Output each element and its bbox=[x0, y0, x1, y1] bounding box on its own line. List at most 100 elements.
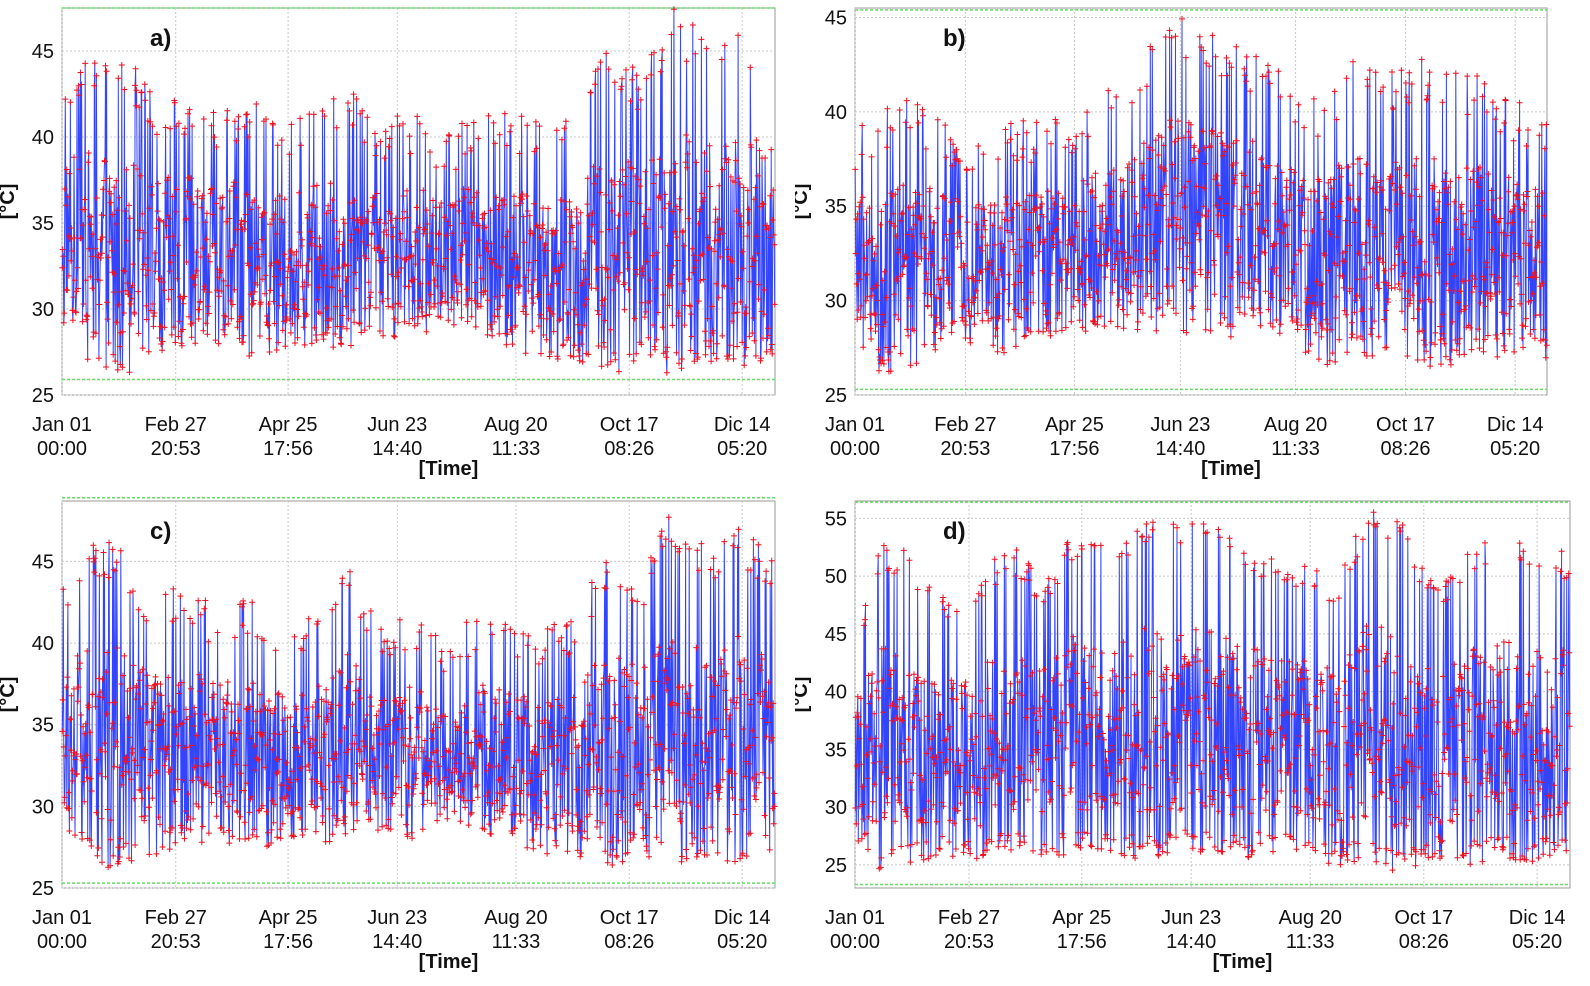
x-tick-label-time: 08:26 bbox=[604, 931, 654, 953]
series-markers bbox=[852, 509, 1573, 874]
y-tick-label: 25 bbox=[825, 385, 847, 407]
chart-panel-d: Jan 01 00:00 Feb 27 20:53 Apr 25 17:56 Jun 23 1… bbox=[795, 493, 1590, 986]
x-tick-label-time: 11:33 bbox=[1271, 438, 1320, 460]
x-tick-label-date: Jan 01 bbox=[825, 414, 885, 436]
x-tick-label-date: Feb 27 bbox=[145, 414, 207, 436]
y-tick-label: 35 bbox=[32, 715, 54, 737]
x-tick-label-time: 08:26 bbox=[604, 438, 654, 460]
x-tick-label-time: 08:26 bbox=[1399, 931, 1449, 953]
x-tick-label-date: Aug 20 bbox=[1279, 907, 1342, 929]
x-tick-label-date: Jun 23 bbox=[367, 414, 427, 436]
x-tick-label-date: Apr 25 bbox=[1052, 907, 1111, 929]
x-tick-label-date: Oct 17 bbox=[1394, 907, 1453, 929]
y-tick-label: 25 bbox=[32, 878, 54, 900]
y-tick-label: 25 bbox=[32, 385, 54, 407]
x-tick-label-time: 11:33 bbox=[492, 438, 541, 460]
panel-label-c: c) bbox=[150, 518, 171, 545]
x-tick-label-date: Dic 14 bbox=[714, 907, 771, 929]
x-tick-label-date: Oct 17 bbox=[600, 414, 659, 436]
x-tick-label-date: Apr 25 bbox=[259, 907, 318, 929]
panel-label-b: b) bbox=[943, 25, 966, 52]
x-tick-label-date: Jun 23 bbox=[1161, 907, 1221, 929]
x-tick-label-date: Dic 14 bbox=[1487, 414, 1544, 436]
x-tick-label-time: 11:33 bbox=[492, 931, 541, 953]
x-tick-label-time: 05:20 bbox=[717, 931, 767, 953]
series-markers bbox=[59, 514, 778, 871]
x-tick-label-time: 17:56 bbox=[263, 931, 313, 953]
panel-label-d: d) bbox=[943, 518, 966, 545]
y-tick-label: 45 bbox=[32, 551, 54, 573]
x-tick-label-date: Jun 23 bbox=[367, 907, 427, 929]
x-tick-label-date: Apr 25 bbox=[259, 414, 318, 436]
chart-panel-a: Jan 01 00:00 Feb 27 20:53 Apr 25 17:56 Jun 23 1… bbox=[0, 0, 795, 493]
y-tick-label: 30 bbox=[32, 299, 54, 321]
chart-panel-b: Jan 01 00:00 Feb 27 20:53 Apr 25 17:56 Jun 23 1… bbox=[795, 0, 1590, 493]
x-tick-label-time: 11:33 bbox=[1286, 931, 1335, 953]
x-tick-label-date: Dic 14 bbox=[1509, 907, 1566, 929]
x-tick-label-time: 17:56 bbox=[1057, 931, 1107, 953]
x-tick-label-date: Oct 17 bbox=[600, 907, 659, 929]
y-tick-label: 45 bbox=[32, 41, 54, 63]
y-axis-title: [°C] bbox=[795, 677, 812, 713]
x-tick-label-date: Apr 25 bbox=[1045, 414, 1104, 436]
y-axis-title: [°C] bbox=[0, 677, 19, 713]
y-tick-label: 30 bbox=[825, 797, 847, 819]
y-tick-label: 45 bbox=[825, 7, 847, 29]
x-tick-label-time: 17:56 bbox=[263, 438, 313, 460]
x-tick-label-date: Feb 27 bbox=[145, 907, 207, 929]
x-tick-label-date: Feb 27 bbox=[938, 907, 1000, 929]
x-tick-label-time: 14:40 bbox=[372, 931, 422, 953]
x-tick-label-date: Aug 20 bbox=[484, 414, 547, 436]
y-tick-label: 30 bbox=[825, 291, 847, 313]
x-tick-label-time: 08:26 bbox=[1380, 438, 1430, 460]
x-tick-label-time: 14:40 bbox=[1155, 438, 1205, 460]
x-tick-label-time: 20:53 bbox=[151, 931, 201, 953]
x-tick-label-date: Jan 01 bbox=[32, 907, 92, 929]
plot-area bbox=[61, 7, 776, 396]
x-tick-label-time: 14:40 bbox=[372, 438, 422, 460]
x-tick-label-date: Jan 01 bbox=[825, 907, 885, 929]
y-tick-label: 35 bbox=[32, 213, 54, 235]
x-tick-label-date: Jun 23 bbox=[1150, 414, 1210, 436]
x-tick-label-date: Dic 14 bbox=[714, 414, 771, 436]
y-tick-label: 40 bbox=[825, 682, 847, 704]
x-tick-label-time: 20:53 bbox=[944, 931, 994, 953]
y-tick-label: 45 bbox=[825, 624, 847, 646]
x-tick-label-time: 05:20 bbox=[1512, 931, 1562, 953]
x-tick-label-date: Aug 20 bbox=[1264, 414, 1327, 436]
x-axis-title: [Time] bbox=[419, 458, 479, 480]
y-tick-label: 40 bbox=[825, 102, 847, 124]
series-markers bbox=[852, 15, 1550, 375]
y-tick-label: 55 bbox=[825, 508, 847, 530]
y-tick-label: 35 bbox=[825, 196, 847, 218]
y-axis-title: [°C] bbox=[795, 184, 812, 220]
y-tick-label: 40 bbox=[32, 633, 54, 655]
x-tick-label-time: 17:56 bbox=[1049, 438, 1099, 460]
y-tick-label: 35 bbox=[825, 739, 847, 761]
x-tick-label-date: Oct 17 bbox=[1376, 414, 1435, 436]
y-tick-label: 25 bbox=[825, 855, 847, 877]
x-tick-label-time: 20:53 bbox=[151, 438, 201, 460]
x-axis-title: [Time] bbox=[419, 951, 479, 973]
x-tick-label-date: Aug 20 bbox=[484, 907, 547, 929]
x-tick-label-time: 05:20 bbox=[1490, 438, 1540, 460]
x-axis-title: [Time] bbox=[1213, 951, 1273, 973]
x-tick-label-time: 00:00 bbox=[37, 438, 87, 460]
x-tick-label-time: 05:20 bbox=[717, 438, 767, 460]
series-markers bbox=[59, 6, 778, 376]
y-axis-title: [°C] bbox=[0, 184, 19, 220]
x-tick-label-time: 20:53 bbox=[940, 438, 990, 460]
x-tick-label-time: 14:40 bbox=[1166, 931, 1216, 953]
chart-panel-c: Jan 01 00:00 Feb 27 20:53 Apr 25 17:56 Jun 23 1… bbox=[0, 493, 795, 986]
x-tick-label-time: 00:00 bbox=[37, 931, 87, 953]
y-tick-label: 30 bbox=[32, 796, 54, 818]
series-line bbox=[854, 512, 1571, 871]
x-tick-label-date: Jan 01 bbox=[32, 414, 92, 436]
x-tick-label-date: Feb 27 bbox=[934, 414, 996, 436]
x-tick-label-time: 00:00 bbox=[830, 438, 880, 460]
y-tick-label: 50 bbox=[825, 566, 847, 588]
